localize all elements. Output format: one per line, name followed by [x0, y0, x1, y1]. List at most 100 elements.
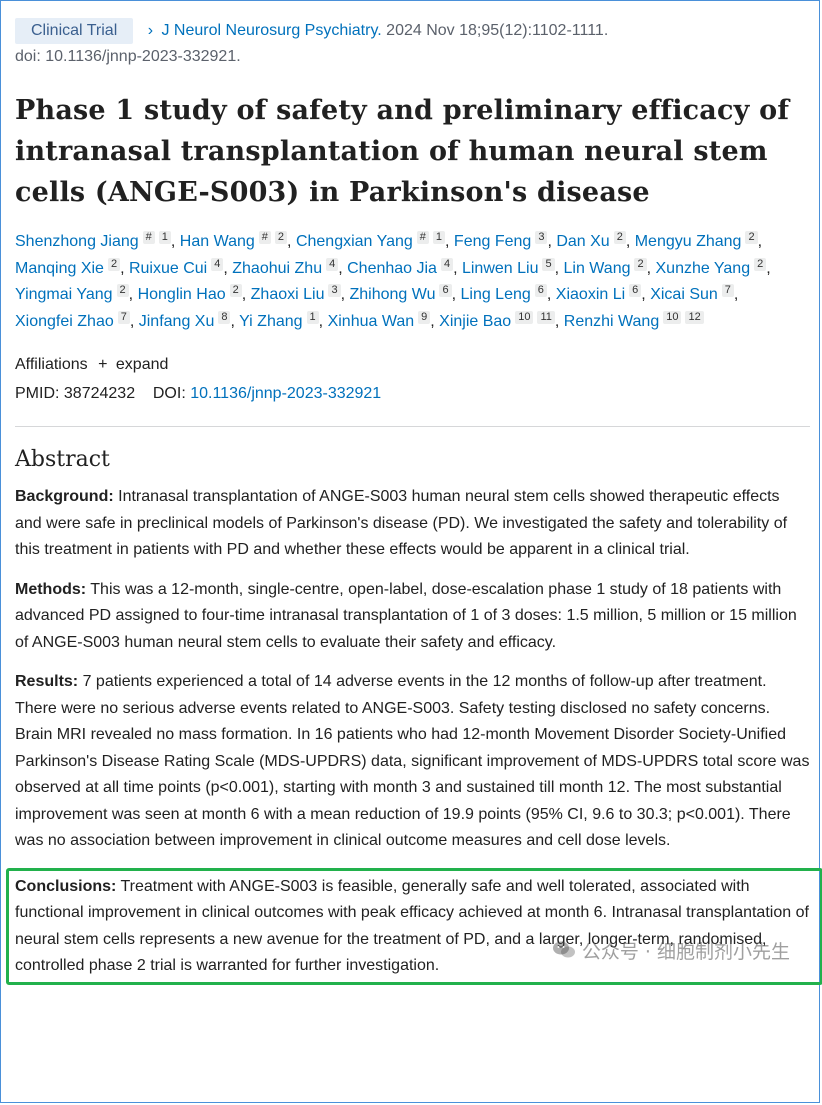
- author-item: Han Wang #2: [179, 231, 288, 250]
- author-link[interactable]: Yi Zhang: [239, 312, 303, 330]
- author-link[interactable]: Shenzhong Jiang: [15, 233, 139, 250]
- affiliation-ref[interactable]: 2: [745, 231, 758, 244]
- author-link[interactable]: Xinhua Wan: [327, 312, 415, 330]
- author-link[interactable]: Honglin Hao: [137, 286, 226, 303]
- affiliation-ref[interactable]: 2: [274, 231, 288, 244]
- author-link[interactable]: Ruixue Cui: [128, 259, 208, 277]
- doi-line: doi: 10.1136/jnnp-2023-332921.: [15, 48, 241, 65]
- author-link[interactable]: Lin Wang: [563, 259, 631, 277]
- affiliation-ref[interactable]: 2: [229, 284, 242, 297]
- pmid-value: 38724232: [63, 385, 136, 402]
- author-separator: ,: [230, 312, 240, 330]
- affiliation-ref[interactable]: 12: [685, 310, 704, 324]
- affiliation-ref[interactable]: 4: [326, 257, 339, 271]
- chevron-right-icon: ›: [147, 22, 154, 39]
- journal-link[interactable]: J Neurol Neurosurg Psychiatry.: [161, 22, 382, 39]
- affiliation-ref[interactable]: 2: [754, 257, 767, 271]
- affiliation-ref[interactable]: 2: [107, 257, 121, 271]
- author-link[interactable]: Jinfang Xu: [138, 312, 215, 330]
- author-separator: ,: [733, 286, 739, 303]
- author-item: Lin Wang 2: [563, 257, 647, 277]
- affiliation-ref[interactable]: 2: [116, 284, 129, 297]
- affiliations-row: Affiliations + expand: [15, 350, 810, 379]
- author-link[interactable]: Xinjie Bao: [439, 312, 512, 330]
- section-text: Intranasal transplantation of ANGE-S003 …: [15, 488, 788, 558]
- section-divider: [15, 426, 810, 427]
- author-item: Feng Feng 3: [453, 231, 548, 250]
- author-link[interactable]: Xiaoxin Li: [555, 286, 626, 303]
- author-link[interactable]: Xiongfei Zhao: [15, 312, 114, 330]
- affiliation-ref[interactable]: 8: [218, 310, 231, 324]
- affiliation-ref[interactable]: 6: [629, 284, 642, 297]
- author-link[interactable]: Chenhao Jia: [347, 259, 437, 277]
- affiliation-ref[interactable]: 3: [535, 231, 548, 244]
- affiliation-ref[interactable]: 1: [432, 231, 446, 244]
- author-item: Xunzhe Yang 2: [655, 257, 767, 277]
- author-link[interactable]: Chengxian Yang: [295, 233, 413, 250]
- affiliation-ref[interactable]: 11: [537, 310, 555, 324]
- affiliation-ref[interactable]: #: [416, 231, 429, 244]
- doi-link[interactable]: 10.1136/jnnp-2023-332921: [190, 385, 382, 402]
- author-separator: ,: [430, 312, 440, 330]
- author-separator: ,: [766, 259, 771, 277]
- affiliation-ref[interactable]: 5: [542, 257, 555, 271]
- author-link[interactable]: Mengyu Zhang: [634, 233, 742, 250]
- author-separator: ,: [170, 233, 180, 250]
- citation-text: 2024 Nov 18;95(12):1102-1111.: [386, 22, 609, 39]
- author-item: Renzhi Wang 10 12: [563, 310, 704, 330]
- affiliation-ref[interactable]: 9: [418, 310, 431, 324]
- author-separator: ,: [546, 286, 556, 303]
- plus-icon[interactable]: +: [98, 356, 108, 373]
- affiliation-ref[interactable]: 6: [534, 284, 547, 297]
- author-separator: ,: [757, 233, 763, 250]
- author-link[interactable]: Renzhi Wang: [563, 312, 660, 330]
- author-link[interactable]: Han Wang: [179, 233, 255, 250]
- author-link[interactable]: Manqing Xie: [15, 259, 104, 277]
- affiliation-ref[interactable]: 3: [328, 284, 341, 297]
- affiliation-ref[interactable]: 1: [158, 231, 171, 244]
- author-separator: ,: [554, 259, 564, 277]
- section-label: Methods:: [15, 580, 87, 598]
- author-link[interactable]: Feng Feng: [453, 233, 532, 250]
- author-link[interactable]: Ling Leng: [460, 286, 531, 303]
- author-link[interactable]: Zhihong Wu: [349, 286, 436, 303]
- affiliation-ref[interactable]: 10: [515, 310, 534, 324]
- author-link[interactable]: Xunzhe Yang: [655, 259, 751, 277]
- conclusions-highlight-box: Conclusions: Treatment with ANGE-S003 is…: [6, 867, 822, 985]
- affiliation-ref[interactable]: 4: [440, 257, 454, 271]
- author-separator: ,: [625, 233, 635, 250]
- author-item: Chengxian Yang #1: [295, 231, 446, 250]
- affiliation-ref[interactable]: 2: [613, 231, 626, 244]
- pmid-label: PMID:: [15, 385, 60, 402]
- affiliation-ref[interactable]: 2: [634, 257, 647, 271]
- section-label: Results:: [15, 673, 79, 690]
- author-link[interactable]: Zhaohui Zhu: [232, 259, 323, 277]
- author-link[interactable]: Linwen Liu: [461, 259, 539, 277]
- author-separator: ,: [445, 233, 454, 250]
- author-separator: ,: [318, 312, 328, 330]
- affiliation-ref[interactable]: 6: [439, 284, 452, 297]
- affiliation-ref[interactable]: 7: [721, 284, 734, 297]
- affiliation-ref[interactable]: 1: [306, 310, 319, 324]
- affiliation-ref[interactable]: 4: [211, 257, 224, 271]
- affiliation-ref[interactable]: #: [142, 231, 155, 244]
- author-separator: ,: [554, 312, 564, 330]
- affiliation-ref[interactable]: 10: [663, 310, 682, 324]
- author-link[interactable]: Zhaoxi Liu: [250, 286, 325, 303]
- expand-toggle[interactable]: expand: [115, 356, 169, 373]
- section-text: This was a 12-month, single-centre, open…: [15, 580, 797, 651]
- author-item: Zhihong Wu 6: [349, 284, 452, 303]
- author-item: Ruixue Cui 4: [128, 257, 224, 277]
- affiliation-ref[interactable]: #: [258, 231, 271, 244]
- author-link[interactable]: Dan Xu: [556, 233, 610, 250]
- abstract-heading: Abstract: [15, 447, 110, 472]
- affiliation-ref[interactable]: 7: [117, 310, 130, 324]
- author-item: Zhaoxi Liu 3: [250, 284, 341, 303]
- section-text: Treatment with ANGE-S003 is feasible, ge…: [15, 877, 809, 975]
- author-link[interactable]: Xicai Sun: [650, 286, 718, 303]
- author-link[interactable]: Yingmai Yang: [15, 286, 113, 303]
- author-separator: ,: [120, 259, 129, 277]
- section-text: 7 patients experienced a total of 14 adv…: [15, 673, 810, 849]
- author-item: Linwen Liu 5: [461, 257, 555, 277]
